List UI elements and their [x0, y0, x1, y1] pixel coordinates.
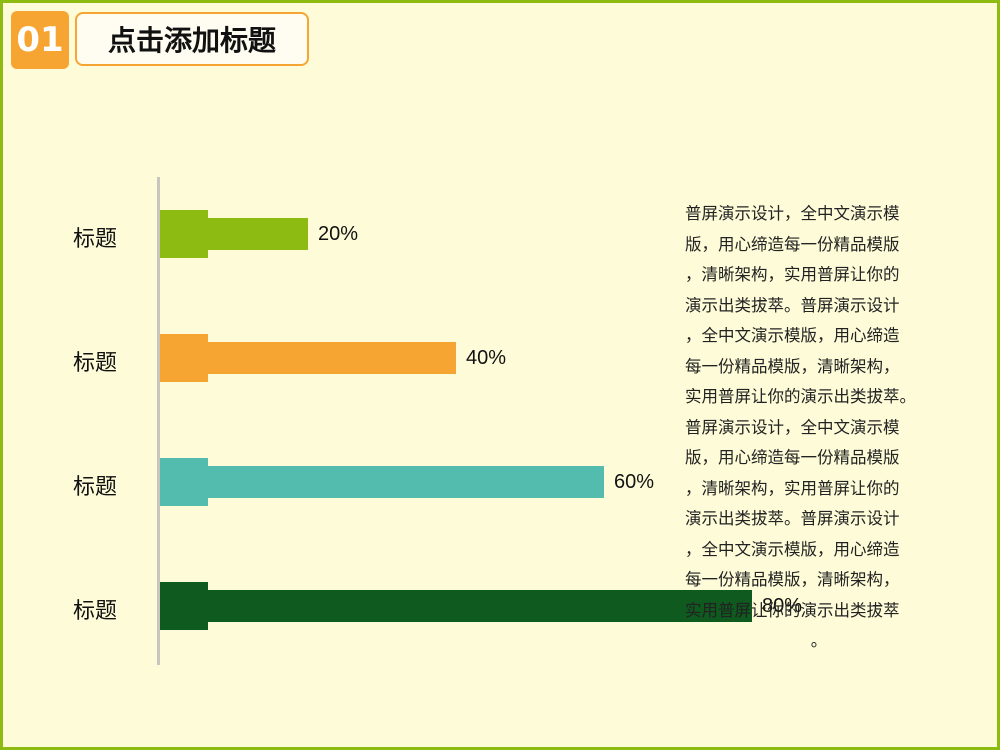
body-text-line: 演示出类拔萃。普屏演示设计 [685, 295, 900, 315]
value-label: 40% [466, 347, 507, 369]
body-text-line: 版，用心缔造每一份精品模版 [685, 448, 900, 467]
category-label: 标题 [73, 475, 118, 500]
bar-fill [160, 590, 752, 622]
category-label: 标题 [73, 599, 118, 624]
category-label: 标题 [73, 351, 118, 376]
value-label: 80% [762, 595, 803, 617]
body-text-line: 实用普屏让你的演示出类拔萃。 [685, 387, 916, 406]
body-text-line: 演示出类拔萃。普屏演示设计 [685, 509, 900, 528]
body-text-line: 普屏演示设计，全中文演示模 [685, 417, 900, 437]
bar-fill [160, 466, 604, 498]
section-number-badge: 01 [11, 11, 69, 69]
bar-fill [160, 218, 308, 250]
body-text-line: ，全中文演示模版，用心缔造 [685, 326, 900, 345]
page-title[interactable]: 点击添加标题 [75, 12, 309, 66]
body-text-line: 版，用心缔造每一份精品模版 [685, 234, 900, 254]
category-label: 标题 [73, 227, 118, 252]
value-label: 60% [614, 471, 655, 493]
body-text[interactable]: 普屏演示设计，全中文演示模 版，用心缔造每一份精品模版 ，清晰架构，实用普屏让你的演… [685, 199, 953, 657]
body-text-line: 每一份精品模版，清晰架构， [685, 356, 900, 376]
body-text-line: ，全中文演示模版，用心缔造 [685, 539, 900, 559]
chart-axis-line [157, 177, 160, 665]
body-text-line: 每一份精品模版，清晰架构， [685, 570, 900, 589]
bar-chart: 标题 20% 标题 40% 标题 60% 标题 80% [3, 3, 1000, 753]
body-text-line: ，清晰架构，实用普屏让你的 [685, 265, 900, 284]
body-text-line: 实用普屏让你的演示出类拔萃 [685, 600, 900, 620]
body-text-line: 普屏演示设计，全中文演示模 [685, 204, 900, 223]
bar-fill [160, 342, 456, 374]
value-label: 20% [318, 223, 359, 245]
body-text-line: ，清晰架构，实用普屏让你的 [685, 478, 900, 498]
body-text-line: 。 [810, 631, 828, 650]
